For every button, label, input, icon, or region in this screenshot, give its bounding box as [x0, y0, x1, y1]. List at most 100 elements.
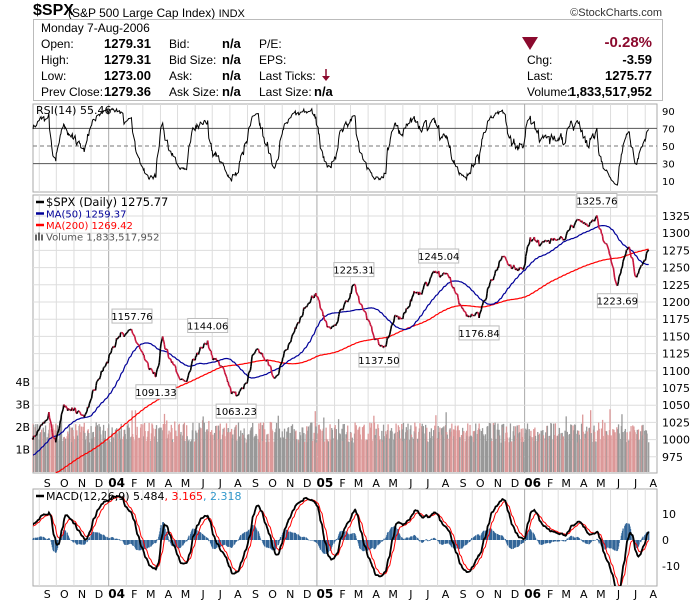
volume-tick-label: 1B	[15, 444, 30, 457]
price-segment	[130, 328, 133, 332]
macd-histogram-bar	[263, 540, 266, 547]
price-segment	[270, 370, 273, 375]
price-segment	[135, 342, 138, 344]
price-segment	[293, 330, 296, 333]
price-segment	[488, 282, 491, 287]
volume-bar	[427, 441, 429, 472]
price-segment	[394, 314, 397, 317]
price-segment	[557, 238, 560, 241]
x-tick-label: N	[494, 588, 502, 601]
volume-bar	[100, 441, 102, 472]
price-segment	[441, 272, 444, 275]
macd-histogram-bar	[383, 538, 385, 540]
price-segment	[454, 291, 457, 294]
price-segment	[33, 435, 36, 438]
x-tick-label: S	[460, 477, 467, 490]
price-segment	[95, 381, 98, 386]
price-segment	[362, 309, 365, 312]
price-segment	[509, 264, 512, 267]
volume-bar	[491, 441, 493, 472]
price-segment	[573, 222, 577, 225]
volume-bar	[355, 425, 357, 472]
price-segment	[56, 433, 59, 437]
x-tick-label: A	[165, 588, 173, 601]
annotation-label: 1157.76	[111, 312, 152, 323]
price-tick-label: 1025	[662, 416, 690, 429]
volume-bar	[594, 441, 596, 472]
volume-bar	[542, 435, 545, 472]
macd-histogram-bar	[594, 539, 596, 541]
price-segment	[596, 218, 599, 222]
volume-bar	[363, 424, 365, 472]
price-segment	[159, 343, 162, 349]
volume-bar	[156, 441, 158, 472]
price-segment	[522, 268, 525, 271]
price-segment	[215, 357, 217, 360]
macd-histogram-bar	[295, 534, 298, 540]
price-segment	[351, 283, 355, 287]
price-segment	[450, 283, 453, 287]
x-tick-label: N	[286, 477, 294, 490]
x-tick-label: M	[596, 588, 606, 601]
price-segment	[188, 369, 192, 374]
macd-histogram-bar	[343, 531, 345, 540]
macd-histogram-bar	[434, 538, 436, 540]
annotation-label: 1144.06	[187, 321, 228, 332]
price-segment	[357, 295, 360, 301]
macd-histogram-bar	[562, 540, 565, 542]
price-segment	[626, 246, 630, 251]
macd-histogram-bar	[491, 529, 493, 540]
price-segment	[84, 410, 88, 415]
volume-bar	[252, 422, 254, 472]
x-tick-label: O	[268, 477, 277, 490]
volume-bar	[339, 434, 341, 472]
x-tick-label: N	[78, 477, 86, 490]
price-segment	[427, 281, 431, 286]
volume-bar	[124, 434, 126, 472]
price-segment	[550, 237, 554, 241]
price-segment	[462, 308, 465, 312]
volume-bar	[116, 433, 118, 472]
price-segment	[474, 313, 477, 316]
price-segment	[309, 300, 312, 304]
volume-bar	[630, 426, 632, 472]
price-segment	[639, 265, 642, 268]
macd-histogram-bar	[118, 539, 121, 540]
price-segment	[502, 255, 505, 258]
macd-histogram-bar	[554, 540, 557, 542]
price-segment	[398, 316, 401, 319]
volume-bar	[315, 442, 318, 472]
volume-bar	[431, 436, 433, 472]
price-segment	[244, 382, 247, 385]
price-tick-label: 1175	[662, 313, 690, 326]
price-segment	[231, 391, 234, 394]
price-segment	[521, 267, 524, 270]
price-segment	[102, 367, 105, 372]
x-tick-label: M	[388, 588, 398, 601]
price-segment	[185, 379, 188, 383]
price-segment	[143, 358, 146, 361]
pe-label: P/E:	[259, 37, 282, 51]
x-tick-label: J	[218, 588, 222, 601]
high-label: High:	[41, 53, 70, 67]
volume-bar	[379, 439, 381, 472]
annotation-box	[187, 317, 229, 333]
x-tick-label: S	[252, 588, 259, 601]
macd-histogram-bar	[642, 536, 644, 540]
price-segment	[434, 270, 437, 273]
x-tick-label: M	[596, 477, 606, 490]
rsi-panel	[32, 103, 658, 193]
macd-histogram-bar	[333, 540, 336, 542]
volume-bar	[479, 429, 481, 472]
price-segment	[325, 320, 328, 324]
price-segment	[92, 389, 95, 392]
macd-histogram-bar	[144, 540, 146, 549]
price-segment	[568, 227, 571, 231]
price-segment	[342, 304, 346, 308]
price-segment	[404, 308, 408, 313]
macd-histogram-bar	[459, 540, 461, 549]
macd-histogram-bar	[622, 528, 624, 540]
macd-histogram-bar	[311, 540, 314, 541]
price-segment	[98, 376, 101, 380]
price-segment	[127, 329, 130, 332]
